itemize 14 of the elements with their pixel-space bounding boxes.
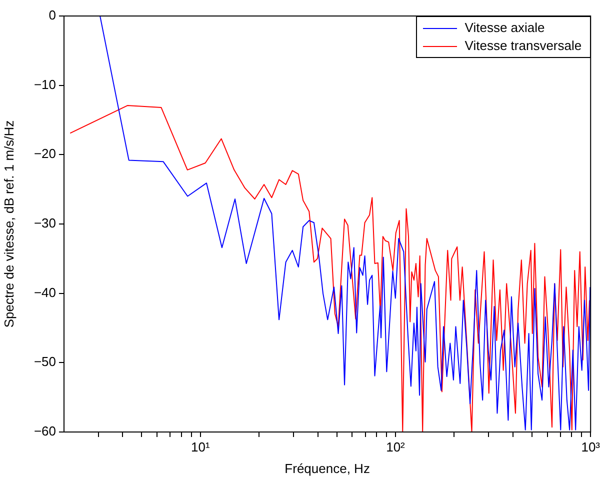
x-tick-label: 10³ — [581, 439, 601, 454]
x-tick-label: 10¹ — [190, 439, 210, 454]
x-axis-title: Fréquence, Hz — [284, 460, 370, 476]
legend-label: Vitesse axiale — [464, 19, 545, 37]
y-tick-label: −20 — [34, 146, 56, 162]
y-tick-label: −50 — [34, 354, 56, 370]
x-tick-label: 10² — [386, 439, 406, 454]
y-tick-label: −30 — [34, 216, 56, 231]
y-tick-label: −10 — [34, 76, 56, 92]
y-tick-label: 0 — [48, 8, 56, 23]
y-tick-label: −40 — [34, 284, 56, 300]
legend-label: Vitesse transversale — [464, 37, 582, 55]
y-tick-label: −60 — [34, 424, 56, 439]
y-axis-title: Spectre de vitesse, dB ref. 1 m/s/Hz — [1, 120, 16, 328]
